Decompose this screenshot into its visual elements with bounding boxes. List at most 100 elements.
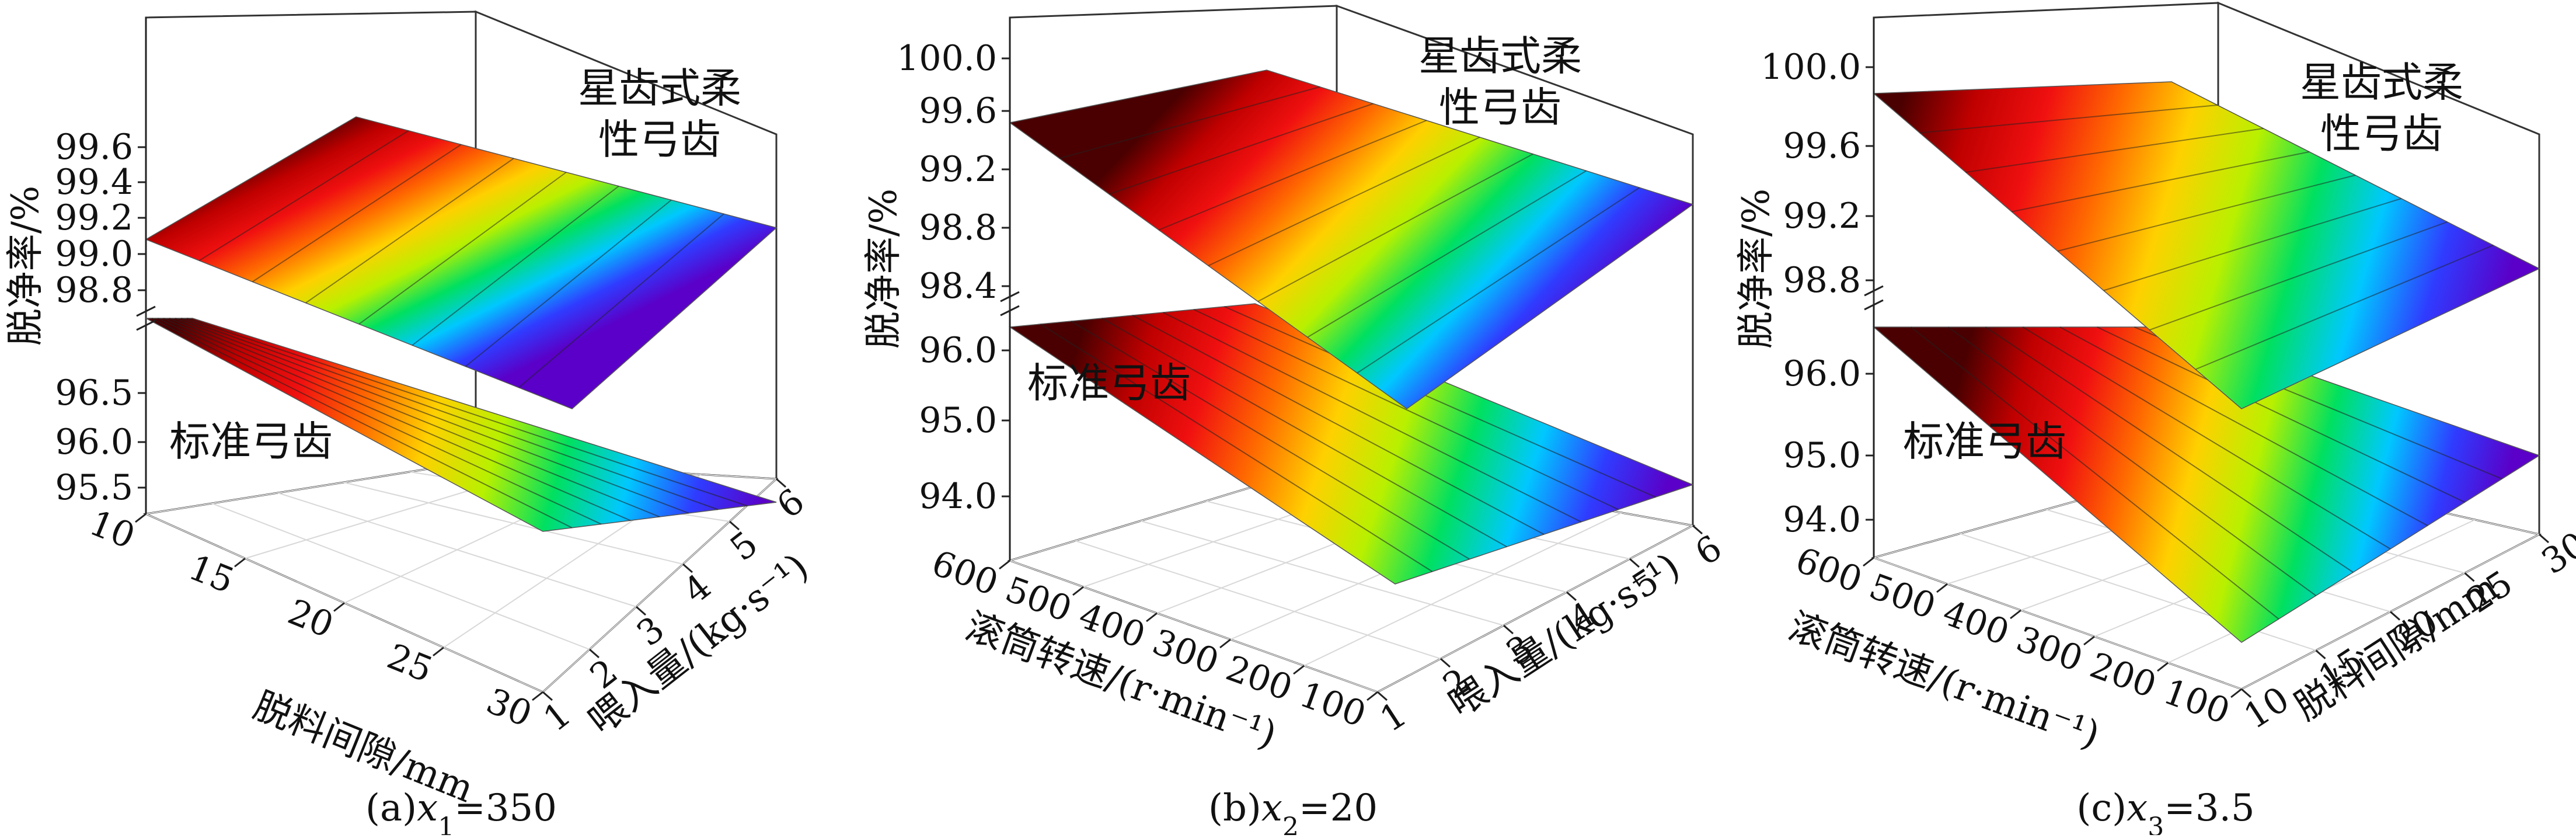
floor-gridline [1303, 512, 1622, 666]
surface-label-star-tooth: 性弓齿 [2320, 110, 2443, 158]
z-tick-label: 100.0 [1761, 47, 1861, 88]
z-tick-label: 94.0 [919, 476, 997, 517]
x-tick-label: 600 [926, 543, 1003, 604]
x-tick [2157, 662, 2169, 672]
x-tick [1072, 586, 1084, 596]
contour-line [358, 172, 567, 325]
contour-line [1965, 128, 2264, 173]
contour-line [1208, 137, 1480, 266]
y-tick-label: 1 [536, 694, 578, 740]
floor-gridline [211, 503, 590, 650]
x-tick-label: 25 [382, 636, 438, 691]
surface-standard [145, 318, 777, 532]
contour-line [305, 158, 514, 304]
y-tick [729, 520, 740, 531]
y-tick [2241, 688, 2251, 698]
z-tick-label: 96.0 [55, 422, 133, 463]
y-tick [2539, 533, 2549, 544]
floor-gridline [343, 482, 684, 565]
contour-line [1919, 105, 2218, 134]
z-tick-label: 94.0 [1783, 499, 1861, 540]
x-tick [433, 646, 444, 656]
surface-star-tooth [145, 116, 778, 409]
contour-line [169, 318, 660, 517]
y-tick [2390, 611, 2400, 621]
contour-line [175, 318, 689, 514]
floor-gridline [1377, 525, 1693, 693]
contour-line [1947, 326, 2317, 596]
contour-line [1163, 312, 1582, 523]
floor-gridline [1873, 557, 2242, 690]
contour-line [1911, 326, 2279, 620]
y-tick-label: 1 [1373, 694, 1414, 740]
contour-line [1071, 321, 1470, 560]
x-tick-label: 15 [183, 547, 240, 602]
x-tick [1863, 557, 1874, 567]
z-tick-label: 95.0 [1783, 435, 1861, 476]
contour-line [198, 130, 409, 262]
y-tick [776, 478, 786, 488]
z-tick-label: 99.0 [55, 234, 133, 274]
y-tick [542, 691, 553, 701]
contour-line [2012, 151, 2310, 213]
x-tick-label: 600 [1790, 540, 1867, 601]
z-tick-label: 99.4 [55, 162, 133, 203]
y-tick [589, 648, 599, 659]
contour-line [1158, 120, 1427, 231]
contour-line [1101, 318, 1507, 548]
z-tick-label: 99.2 [919, 149, 997, 190]
floor-gridline [542, 478, 777, 693]
floor-gridline [1009, 560, 1378, 693]
surface-standard [1872, 326, 2540, 643]
panel-caption: (a)x1=350 [365, 787, 557, 835]
panel-caption: (b)x2=20 [1208, 787, 1378, 835]
y-tick [1566, 591, 1577, 601]
y-tick [1503, 624, 1514, 635]
z-tick-label: 95.5 [55, 467, 133, 508]
x-tick-label: 20 [283, 592, 339, 646]
axis-break-mark [1864, 299, 1884, 311]
axis-break-mark [136, 305, 156, 317]
contour-line [2103, 198, 2402, 291]
y-tick-label: 6 [1688, 527, 1729, 574]
contour-line [2097, 326, 2465, 503]
axis-break-mark [1000, 291, 1020, 302]
surface-label-star-tooth: 星齿式柔 [578, 64, 741, 112]
z-tick-label: 98.8 [1783, 260, 1861, 301]
surface-star-tooth [1009, 69, 1694, 409]
x-tick [2083, 635, 2095, 646]
contour-line [151, 318, 573, 528]
y-tick [1629, 558, 1640, 568]
contour-line [157, 318, 602, 525]
z-tick-label: 98.8 [919, 207, 997, 248]
y-tick-label: 4 [676, 566, 719, 612]
contour-line [1357, 187, 1640, 374]
surface-label-standard: 标准弓齿 [169, 418, 333, 465]
axis-break-mark [1864, 285, 1884, 297]
y-tick-label: 5 [723, 523, 765, 569]
panel-caption: (c)x3=3.5 [2076, 787, 2254, 835]
y-tick [1692, 524, 1703, 535]
z-tick-label: 98.8 [55, 270, 133, 311]
contour-line [1109, 103, 1374, 195]
floor-gridline [1075, 540, 1441, 659]
contour-line [1040, 324, 1433, 572]
z-tick-label: 99.2 [55, 197, 133, 238]
x-tick [1367, 691, 1378, 701]
panel-c: 98.899.299.6100.094.095.096.0脱净率/%600500… [1735, 1, 2576, 838]
surface-label-star-tooth: 性弓齿 [598, 116, 721, 164]
contour-line [163, 318, 631, 521]
axis-break-mark [136, 319, 156, 331]
y-tick [636, 606, 646, 616]
y-tick [682, 563, 693, 573]
z-tick-label: 99.6 [1783, 126, 1861, 166]
z-tick-label: 96.5 [55, 373, 133, 413]
surface-label-standard: 标准弓齿 [1027, 359, 1191, 407]
x-tick [2230, 688, 2242, 698]
contour-line [1059, 86, 1320, 159]
contour-line [186, 318, 748, 507]
contour-line [1132, 315, 1545, 535]
floor-gridline [277, 492, 637, 607]
x-tick-label: 30 [481, 680, 538, 735]
